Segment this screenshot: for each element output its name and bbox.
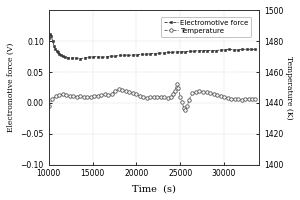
Electromotive force: [253, 48, 256, 51]
Electromotive force: [50, 35, 53, 38]
Y-axis label: Temperature (K): Temperature (K): [285, 56, 293, 119]
Temperature: [142, 96, 145, 98]
Electromotive force: [158, 52, 161, 54]
Temperature: [47, 105, 50, 107]
Electromotive force: [48, 33, 52, 35]
Line: Electromotive force: Electromotive force: [47, 33, 256, 60]
Electromotive force: [47, 37, 50, 39]
Temperature: [114, 89, 117, 92]
Temperature: [184, 109, 187, 112]
Line: Temperature: Temperature: [47, 83, 256, 112]
Temperature: [175, 83, 178, 86]
Electromotive force: [170, 51, 174, 54]
Electromotive force: [79, 57, 82, 60]
Legend: Electromotive force, Temperature: Electromotive force, Temperature: [161, 17, 251, 37]
X-axis label: Time  (s): Time (s): [132, 184, 176, 193]
Temperature: [163, 96, 166, 99]
Temperature: [253, 98, 256, 100]
Temperature: [100, 94, 103, 96]
Temperature: [247, 97, 250, 100]
Y-axis label: Electromotive force (V): Electromotive force (V): [7, 43, 15, 132]
Temperature: [229, 97, 233, 100]
Electromotive force: [179, 51, 183, 53]
Electromotive force: [206, 49, 209, 52]
Electromotive force: [109, 55, 113, 57]
